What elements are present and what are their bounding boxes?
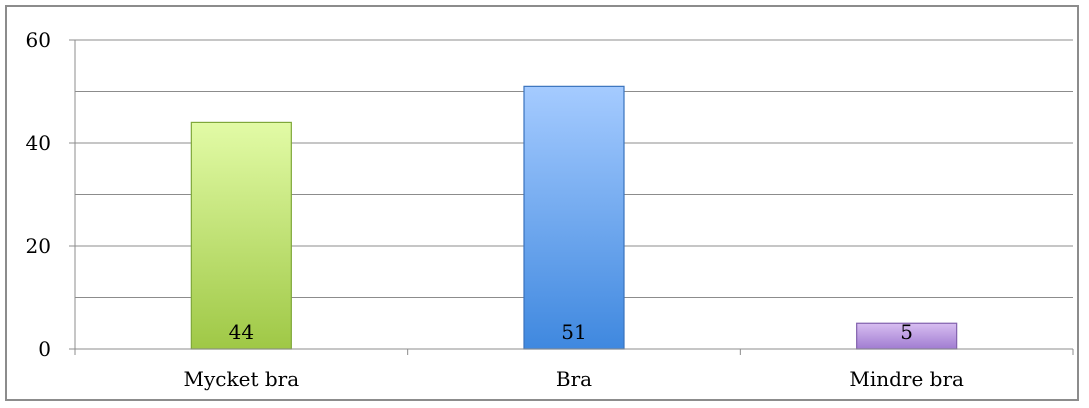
y-tick-label: 20 bbox=[26, 234, 51, 258]
data-label: 5 bbox=[900, 320, 913, 344]
x-category-label: Bra bbox=[556, 367, 592, 391]
data-label: 44 bbox=[229, 320, 254, 344]
data-label: 51 bbox=[561, 320, 586, 344]
bar-mycket-bra bbox=[190, 121, 292, 350]
bar-mindre-bra bbox=[856, 322, 958, 350]
labels: 0 20 40 60 44 Mycket bra 51 Bra 5 Mindre bra bbox=[26, 28, 964, 391]
axes bbox=[69, 39, 1074, 355]
y-tick-label: 60 bbox=[26, 28, 51, 52]
bars bbox=[190, 85, 958, 350]
x-category-label: Mindre bra bbox=[849, 367, 964, 391]
bar-bra bbox=[523, 85, 625, 350]
y-tick-label: 40 bbox=[26, 131, 51, 155]
y-tick-label: 0 bbox=[38, 337, 51, 361]
x-category-label: Mycket bra bbox=[184, 367, 300, 391]
